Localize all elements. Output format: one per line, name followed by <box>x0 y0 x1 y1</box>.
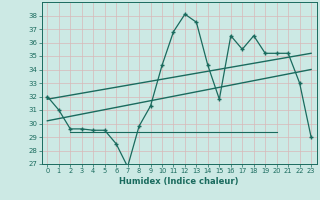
X-axis label: Humidex (Indice chaleur): Humidex (Indice chaleur) <box>119 177 239 186</box>
